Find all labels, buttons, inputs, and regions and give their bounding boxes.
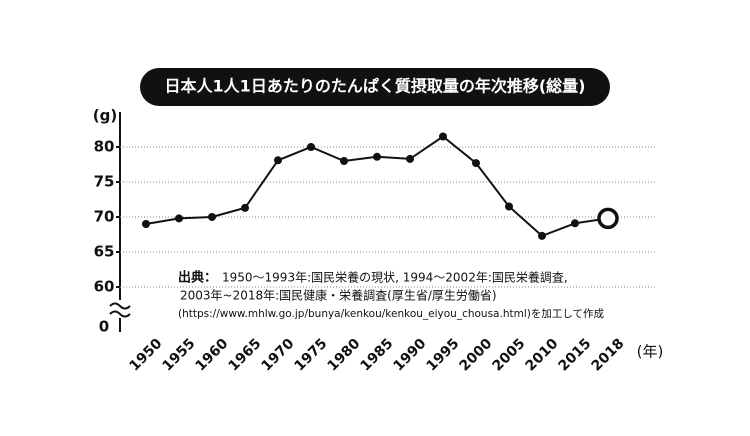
point: [373, 152, 381, 161]
point: [208, 213, 216, 221]
source-line: (https://www.mhlw.go.jp/bunya/kenkou/ken…: [178, 308, 605, 320]
point: [241, 203, 249, 212]
source-line: 2003年~2018年:国民健康・栄養調査(厚生省/厚生労働省): [180, 288, 497, 303]
x-tick-label: 1995: [424, 336, 463, 375]
y-tick-label: 65: [94, 243, 115, 261]
y-tick-label: 75: [94, 173, 115, 191]
x-tick-label: 1965: [226, 336, 265, 375]
y-tick-label: 0: [99, 318, 109, 336]
point: [175, 214, 183, 223]
source-label: 出典：: [178, 270, 217, 286]
point: [406, 154, 414, 163]
point: [439, 132, 447, 141]
x-tick-label: 2005: [490, 336, 529, 375]
point: [597, 207, 619, 230]
x-tick-label: 1980: [325, 335, 364, 374]
point: [538, 231, 546, 240]
point: [340, 157, 348, 165]
x-tick-label: 1955: [160, 336, 199, 375]
x-tick-label: 1990: [391, 335, 430, 374]
y-tick-label: 60: [94, 278, 115, 296]
y-tick-label: 70: [94, 208, 115, 226]
point: [307, 143, 315, 151]
title-pill: [140, 68, 610, 106]
x-tick-label: 2010: [523, 335, 562, 374]
source-line: 1950～1993年:国民栄養の現状, 1994～2002年:国民栄養調査,: [222, 270, 568, 285]
x-tick-label: 1970: [259, 335, 298, 374]
x-tick-label: 2000: [457, 335, 496, 374]
x-tick-label: 2015: [556, 336, 595, 375]
x-unit: (年): [637, 343, 664, 361]
y-unit: (g): [93, 107, 117, 125]
point: [142, 220, 150, 228]
chart-title: 日本人1人1日あたりのたんぱく質摂取量の年次推移(総量): [165, 77, 586, 96]
axis-break: [109, 302, 131, 318]
line: [145, 135, 609, 238]
point: [505, 202, 513, 211]
point: [274, 156, 282, 165]
y-tick-label: 80: [94, 138, 115, 156]
x-tick-label: 1975: [292, 336, 331, 375]
x-tick-label: 1960: [193, 335, 232, 374]
x-tick-label: 1985: [358, 336, 397, 375]
x-tick-label: 1950: [127, 335, 166, 374]
point: [472, 159, 480, 168]
point: [571, 219, 579, 228]
x-tick-label: 2018: [589, 336, 628, 375]
